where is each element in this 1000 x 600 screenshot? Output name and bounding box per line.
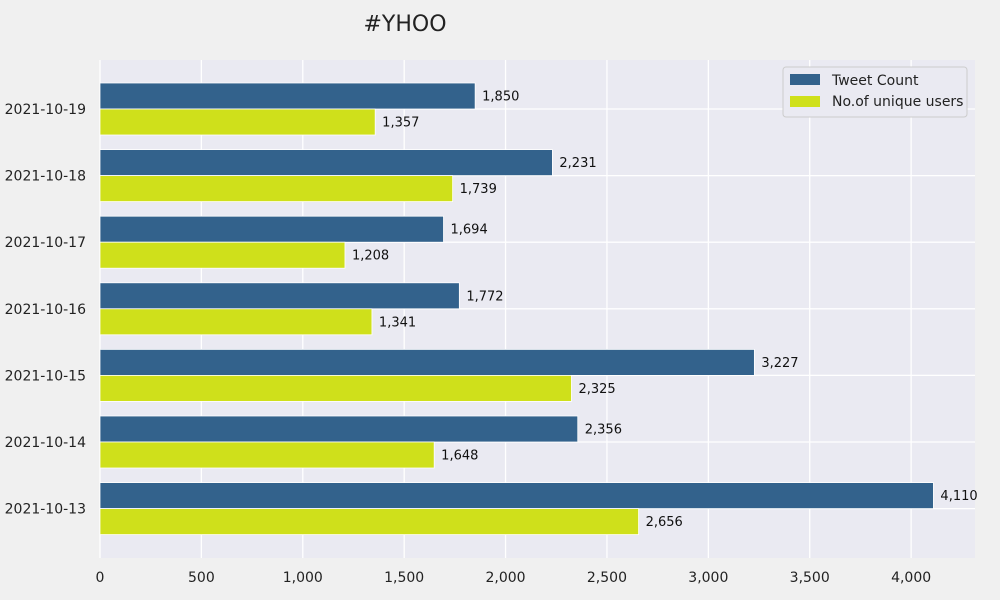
x-tick-label: 4,000 (891, 570, 931, 586)
legend: Tweet Count No.of unique users (782, 66, 968, 118)
bar-tweet-count (99, 348, 755, 376)
value-label-tweet-count: 2,231 (559, 156, 596, 171)
bar-tweet-count (99, 82, 476, 110)
y-tick-label: 2021-10-14 (5, 435, 86, 451)
x-tick-label: 2,000 (486, 570, 526, 586)
chart-title: #YHOO (363, 12, 446, 37)
y-tick-label: 2021-10-16 (5, 302, 86, 318)
bar-unique-users (99, 374, 572, 402)
bar-unique-users (99, 108, 376, 136)
value-label-unique-users: 1,208 (352, 249, 389, 264)
bar-unique-users (99, 441, 435, 469)
bars-layer (99, 82, 934, 536)
y-tick-label: 2021-10-13 (5, 502, 86, 518)
y-tick-label: 2021-10-19 (5, 102, 86, 118)
x-tick-label: 0 (96, 570, 105, 586)
x-tick-label: 3,000 (688, 570, 728, 586)
bar-tweet-count (99, 149, 553, 177)
value-label-tweet-count: 2,356 (585, 423, 622, 438)
labels-layer: 1,850 2,231 1,694 1,772 3,227 2,356 4,110 1,357… (352, 90, 978, 531)
value-label-tweet-count: 1,850 (482, 90, 519, 105)
bar-tweet-count (99, 282, 460, 310)
value-label-unique-users: 1,341 (379, 315, 416, 330)
legend-label-unique-users: No.of unique users (832, 94, 963, 110)
x-tick-label: 1,000 (283, 570, 323, 586)
x-tick-label: 2,500 (587, 570, 627, 586)
value-label-unique-users: 1,739 (460, 182, 497, 197)
value-label-unique-users: 1,648 (441, 449, 478, 464)
ticks-layer: 0 500 1,000 1,500 2,000 2,500 3,000 3,500 4,000 2… (5, 102, 932, 586)
value-label-tweet-count: 4,110 (940, 489, 977, 504)
legend-swatch-unique-users (790, 96, 820, 107)
value-label-tweet-count: 1,694 (451, 223, 488, 238)
legend-swatch-tweet-count (790, 74, 820, 85)
bar-unique-users (99, 308, 373, 336)
x-tick-label: 500 (188, 570, 215, 586)
legend-box (782, 66, 968, 118)
value-label-unique-users: 1,357 (382, 116, 419, 131)
value-label-tweet-count: 1,772 (466, 289, 503, 304)
bar-unique-users (99, 508, 639, 536)
x-tick-label: 1,500 (384, 570, 424, 586)
bar-tweet-count (99, 215, 444, 243)
bar-unique-users (99, 175, 454, 203)
value-label-unique-users: 2,656 (646, 515, 683, 530)
bar-tweet-count (99, 415, 579, 443)
y-tick-label: 2021-10-17 (5, 235, 86, 251)
value-label-unique-users: 2,325 (578, 382, 615, 397)
value-label-tweet-count: 3,227 (761, 356, 798, 371)
bar-unique-users (99, 241, 346, 269)
bar-tweet-count (99, 482, 934, 510)
y-tick-label: 2021-10-18 (5, 169, 86, 185)
legend-label-tweet-count: Tweet Count (831, 73, 919, 89)
y-tick-label: 2021-10-15 (5, 368, 86, 384)
x-tick-label: 3,500 (790, 570, 830, 586)
